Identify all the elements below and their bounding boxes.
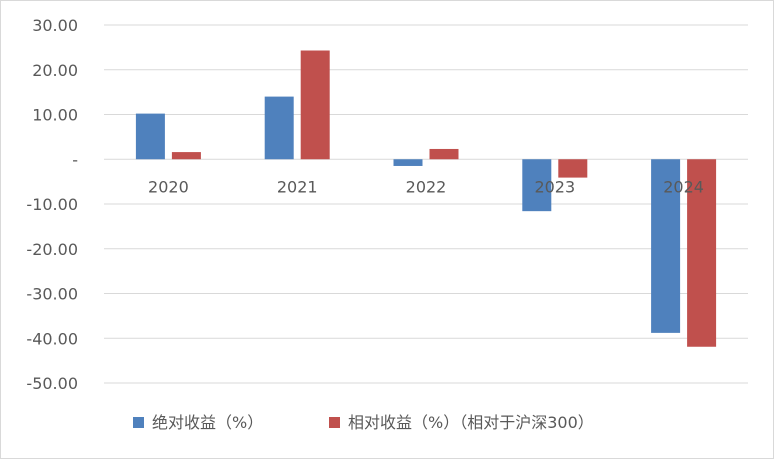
legend-label-1: 绝对收益（%）: [152, 413, 263, 432]
x-tick-label: 2023: [534, 177, 575, 196]
bar-series-2-2024: [687, 159, 717, 347]
legend-swatch-1: [133, 417, 144, 428]
bar-series-1-2023: [522, 159, 552, 212]
bar-series-2-2021: [300, 50, 330, 160]
bar-series-2-2023: [558, 159, 588, 178]
y-tick-label: 20.00: [32, 61, 78, 80]
gridlines: [104, 24, 748, 384]
x-tick-label: 2021: [277, 177, 318, 196]
x-axis-ticks: 2020 2021 2022 2023 2024: [148, 177, 704, 196]
y-tick-label: 30.00: [32, 16, 78, 35]
bar-series-2-2020: [171, 152, 201, 160]
y-tick-label: -50.00: [26, 374, 78, 393]
x-tick-label: 2020: [148, 177, 189, 196]
legend-swatch-2: [329, 417, 340, 428]
x-tick-label: 2022: [406, 177, 447, 196]
y-tick-label: -20.00: [26, 240, 78, 259]
bar-series-1-2020: [135, 113, 165, 160]
bar-series-1-2021: [264, 96, 294, 160]
y-tick-label: -10.00: [26, 195, 78, 214]
y-tick-label: -30.00: [26, 285, 78, 304]
bar-series-2-2022: [429, 148, 459, 160]
y-tick-label: -: [72, 150, 78, 169]
legend-label-2: 相对收益（%）（相对于沪深300）: [348, 413, 594, 432]
legend: 绝对收益（%） 相对收益（%）（相对于沪深300）: [133, 413, 594, 432]
y-tick-label: -40.00: [26, 329, 78, 348]
y-tick-label: 10.00: [32, 106, 78, 125]
bar-series-1-2024: [651, 159, 681, 333]
bars: [135, 50, 717, 347]
bar-series-1-2022: [393, 159, 423, 166]
y-axis-ticks: 30.00 20.00 10.00 - -10.00 -20.00 -30.00 -40.00…: [26, 16, 78, 393]
x-tick-label: 2024: [663, 177, 704, 196]
